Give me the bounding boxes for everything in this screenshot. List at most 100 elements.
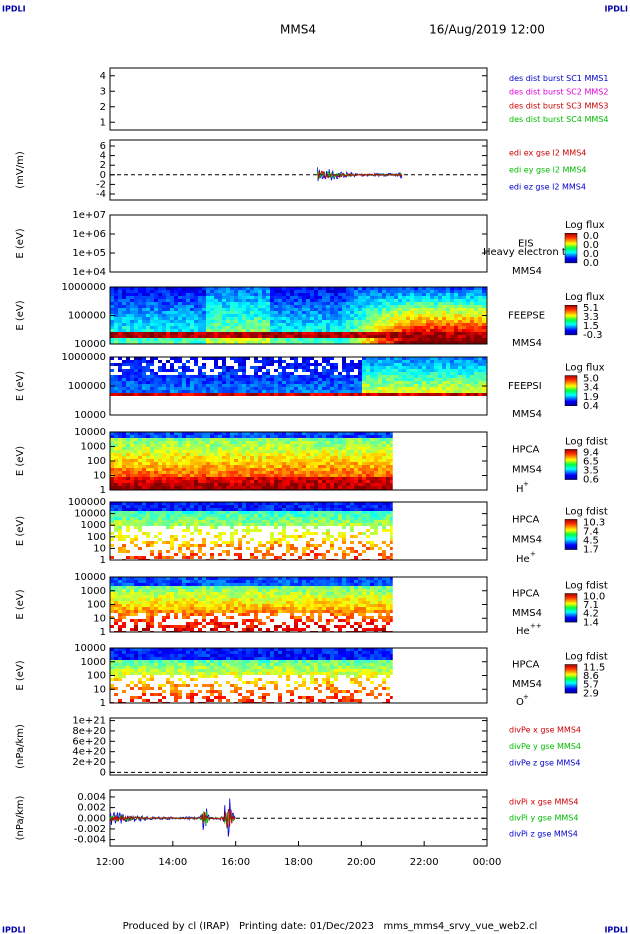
spectrogram-cell bbox=[174, 465, 178, 468]
spectrogram-cell bbox=[270, 535, 274, 538]
spectrogram-cell bbox=[122, 535, 126, 538]
spectrogram-cell bbox=[130, 523, 134, 526]
spectrogram-cell bbox=[218, 378, 222, 381]
spectrogram-cell bbox=[298, 381, 302, 384]
spectrogram-cell bbox=[414, 360, 418, 363]
spectrogram-cell bbox=[346, 390, 350, 393]
spectrogram-cell bbox=[270, 332, 274, 335]
spectrogram-cell bbox=[186, 314, 190, 317]
spectrogram-cell bbox=[154, 432, 158, 435]
spectrogram-cell bbox=[238, 435, 242, 438]
spectrogram-cell bbox=[202, 444, 206, 447]
spectrogram-cell bbox=[354, 453, 358, 456]
spectrogram-cell bbox=[454, 323, 458, 326]
spectrogram-cell bbox=[322, 299, 326, 302]
spectrogram-cell bbox=[210, 477, 214, 480]
spectrogram-cell bbox=[170, 526, 174, 529]
spectrogram-cell bbox=[446, 290, 450, 293]
spectrogram-cell bbox=[130, 441, 134, 444]
spectrogram-cell bbox=[126, 438, 130, 441]
footer: Produced by cl (IRAP) Printing date: 01/… bbox=[123, 921, 538, 932]
spectrogram-cell bbox=[130, 323, 134, 326]
spectrogram-cell bbox=[458, 393, 462, 396]
spectrogram-cell bbox=[410, 323, 414, 326]
spectrogram-cell bbox=[358, 438, 362, 441]
spectrogram-cell bbox=[378, 474, 382, 477]
spectrogram-cell bbox=[110, 317, 114, 320]
spectrogram-cell bbox=[374, 329, 378, 332]
spectrogram-cell bbox=[274, 435, 278, 438]
spectrogram-cell bbox=[210, 326, 214, 329]
spectrogram-cell bbox=[274, 432, 278, 435]
spectrogram-cell bbox=[234, 302, 238, 305]
spectrogram-cell bbox=[426, 360, 430, 363]
spectrogram-cell bbox=[162, 465, 166, 468]
spectrogram-cell bbox=[142, 305, 146, 308]
spectrogram-cell bbox=[150, 517, 154, 520]
spectrogram-cell bbox=[410, 360, 414, 363]
spectrogram-cell bbox=[430, 375, 434, 378]
spectrogram-cell bbox=[174, 517, 178, 520]
spectrogram-cell bbox=[114, 387, 118, 390]
spectrogram-cell bbox=[218, 456, 222, 459]
spectrogram-cell bbox=[374, 480, 378, 483]
spectrogram-cell bbox=[298, 314, 302, 317]
spectrogram-cell bbox=[206, 375, 210, 378]
spectrogram-cell bbox=[238, 390, 242, 393]
spectrogram-cell bbox=[402, 332, 406, 335]
spectrogram-cell bbox=[270, 450, 274, 453]
spectrogram-cell bbox=[374, 299, 378, 302]
spectrogram-cell bbox=[126, 323, 130, 326]
spectrogram-cell bbox=[382, 372, 386, 375]
spectrogram-cell bbox=[374, 338, 378, 341]
spectrogram-cell bbox=[138, 505, 142, 508]
spectrogram-cell bbox=[170, 323, 174, 326]
spectrogram-cell bbox=[202, 314, 206, 317]
y-axis-label: E (eV) bbox=[15, 228, 26, 258]
spectrogram-cell bbox=[346, 465, 350, 468]
spectrogram-cell bbox=[398, 326, 402, 329]
spectrogram-cell bbox=[246, 529, 250, 532]
spectrogram-cell bbox=[154, 393, 158, 396]
spectrogram-cell bbox=[278, 514, 282, 517]
spectrogram-cell bbox=[198, 529, 202, 532]
spectrogram-cell bbox=[270, 378, 274, 381]
spectrogram-cell bbox=[398, 375, 402, 378]
spectrogram-cell bbox=[186, 329, 190, 332]
spectrogram-cell bbox=[142, 302, 146, 305]
spectrogram-cell bbox=[250, 381, 254, 384]
spectrogram-cell bbox=[234, 480, 238, 483]
spectrogram-cell bbox=[170, 523, 174, 526]
spectrogram-cell bbox=[174, 360, 178, 363]
spectrogram-cell bbox=[126, 287, 130, 290]
spectrogram-cell bbox=[422, 360, 426, 363]
spectrogram-cell bbox=[406, 320, 410, 323]
spectrogram-cell bbox=[430, 341, 434, 344]
spectrogram-cell bbox=[482, 299, 486, 302]
spectrogram-cell bbox=[270, 384, 274, 387]
spectrogram-cell bbox=[194, 486, 198, 489]
spectrogram-cell bbox=[358, 471, 362, 474]
spectrogram-cell bbox=[178, 517, 182, 520]
spectrogram-cell bbox=[446, 393, 450, 396]
spectrogram-cell bbox=[406, 305, 410, 308]
spectrogram-cell bbox=[134, 511, 138, 514]
spectrogram-cell bbox=[326, 474, 330, 477]
spectrogram-cell bbox=[426, 299, 430, 302]
spectrogram-cell bbox=[122, 432, 126, 435]
spectrogram-cell bbox=[118, 317, 122, 320]
spectrogram-cell bbox=[310, 372, 314, 375]
spectrogram-cell bbox=[434, 366, 438, 369]
spectrogram-cell bbox=[158, 302, 162, 305]
spectrogram-cell bbox=[130, 456, 134, 459]
spectrogram-cell bbox=[134, 393, 138, 396]
spectrogram-cell bbox=[150, 308, 154, 311]
spectrogram-cell bbox=[310, 296, 314, 299]
spectrogram-cell bbox=[170, 390, 174, 393]
spectrogram-cell bbox=[130, 435, 134, 438]
spectrogram-cell bbox=[130, 450, 134, 453]
spectrogram-cell bbox=[226, 293, 230, 296]
spectrogram-cell bbox=[314, 468, 318, 471]
spectrogram-cell bbox=[282, 441, 286, 444]
spectrogram-cell bbox=[482, 381, 486, 384]
